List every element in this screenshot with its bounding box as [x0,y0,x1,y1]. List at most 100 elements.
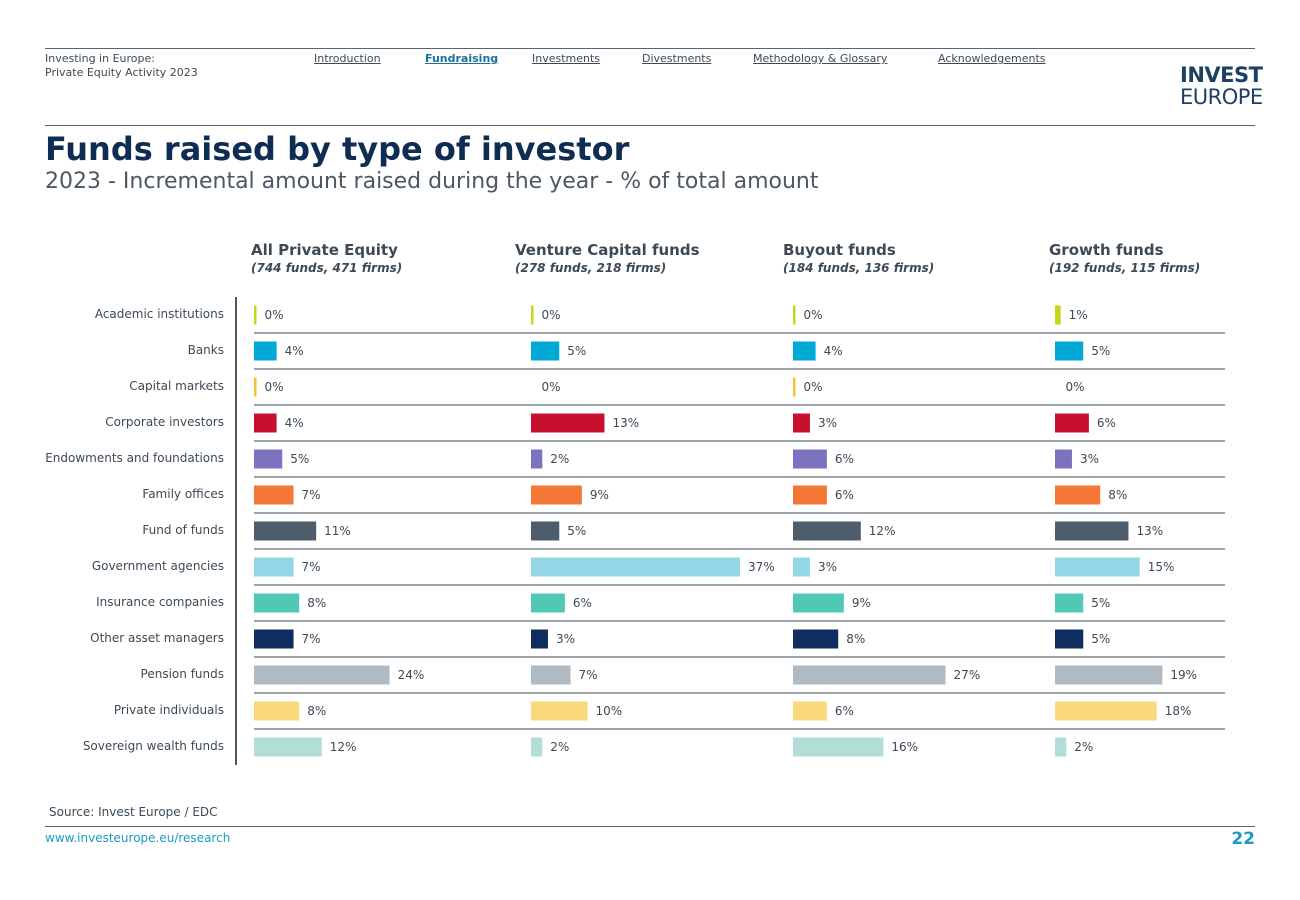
data-label: 6% [1097,416,1116,430]
panel-title: Growth funds [1049,241,1164,259]
data-label: 6% [835,452,854,466]
data-label: 5% [567,344,586,358]
data-label: 7% [579,668,598,682]
data-label: 9% [590,488,609,502]
data-label: 12% [330,740,357,754]
bar [531,305,534,325]
logo-line1: INVEST [1180,63,1263,87]
panel-header-growth: Growth funds (192 funds, 115 firms) [1049,240,1200,276]
data-label: 0% [542,380,561,394]
category-label: Other asset managers [90,631,224,645]
category-label: Private individuals [113,703,224,717]
data-label: 3% [556,632,575,646]
bar [793,485,827,505]
panel-title: Buyout funds [783,241,896,259]
bar [531,413,605,433]
bar [254,737,322,757]
category-label: Endowments and foundations [45,451,224,465]
data-label: 7% [302,560,321,574]
data-label: 2% [550,740,569,754]
header-rule [45,125,1255,126]
bar [254,413,277,433]
data-label: 11% [324,524,351,538]
data-label: 24% [398,668,425,682]
data-label: 8% [307,704,326,718]
data-label: 3% [1080,452,1099,466]
bar [1055,557,1140,577]
bar [254,557,294,577]
bar [254,665,390,685]
category-label: Government agencies [91,559,224,573]
invest-europe-logo: INVEST EUROPE [1180,63,1263,109]
bar [254,485,294,505]
data-label: 7% [302,488,321,502]
report-title: Investing in Europe: Private Equity Acti… [45,52,198,80]
data-label: 3% [818,560,837,574]
category-label: Capital markets [129,379,224,393]
bar [1055,341,1084,361]
data-label: 8% [846,632,865,646]
data-label: 1% [1069,308,1088,322]
data-label: 19% [1170,668,1197,682]
data-label: 4% [285,344,304,358]
bar [1055,485,1101,505]
logo-line2: EUROPE [1180,85,1263,109]
nav-methodology-glossary[interactable]: Methodology & Glossary [753,52,888,65]
panel-title: All Private Equity [251,241,398,259]
top-rule [45,48,1255,49]
nav-fundraising[interactable]: Fundraising [425,52,499,65]
data-label: 3% [818,416,837,430]
data-label: 13% [1136,524,1163,538]
data-label: 5% [1091,596,1110,610]
nav-divestments[interactable]: Divestments [642,52,712,65]
panel-title: Venture Capital funds [515,241,700,259]
bar [793,305,796,325]
bar [793,341,816,361]
panel-header-buyout: Buyout funds (184 funds, 136 firms) [783,240,934,276]
bar [793,665,946,685]
category-label: Insurance companies [96,595,224,609]
footer-rule [45,826,1255,827]
bar [1055,665,1163,685]
bar-chart: 0% 4% 0% 4% 5% 7% 11% 7% 8% 7% 24% 8% 12% 0% 5% 0% 13% 2%… [254,305,1225,757]
bar [1055,305,1061,325]
bar [793,701,827,721]
panel-subtitle: (744 funds, 471 firms) [251,261,403,275]
bar [531,341,560,361]
category-label: Academic institutions [94,307,224,321]
data-label: 9% [852,596,871,610]
bar [254,449,283,469]
data-label: 8% [1108,488,1127,502]
data-label: 10% [596,704,623,718]
category-axis-line [235,297,237,765]
bar [254,521,317,541]
source-note: Source: Invest Europe / EDC [49,805,218,819]
footer-url-link[interactable]: www.investeurope.eu/research [45,831,231,845]
nav-introduction[interactable]: Introduction [314,52,381,65]
bar [254,629,294,649]
bar [1055,413,1089,433]
data-label: 0% [804,308,823,322]
bar [1055,521,1129,541]
data-label: 0% [265,308,284,322]
bar [531,737,543,757]
bar [793,521,861,541]
bar [793,629,839,649]
panel-header-all-pe: All Private Equity (744 funds, 471 firms… [251,240,402,276]
data-label: 15% [1148,560,1175,574]
data-label: 5% [1091,632,1110,646]
bar [1055,593,1084,613]
data-label: 13% [612,416,639,430]
bar [793,449,827,469]
category-label: Banks [187,343,224,357]
nav-investments[interactable]: Investments [532,52,601,65]
bar [254,701,300,721]
data-label: 5% [290,452,309,466]
nav-acknowledgements[interactable]: Acknowledgements [938,52,1046,65]
data-label: 0% [542,308,561,322]
data-label: 0% [804,380,823,394]
data-label: 27% [954,668,981,682]
bar [793,557,810,577]
category-label: Sovereign wealth funds [82,739,224,753]
data-label: 5% [1091,344,1110,358]
